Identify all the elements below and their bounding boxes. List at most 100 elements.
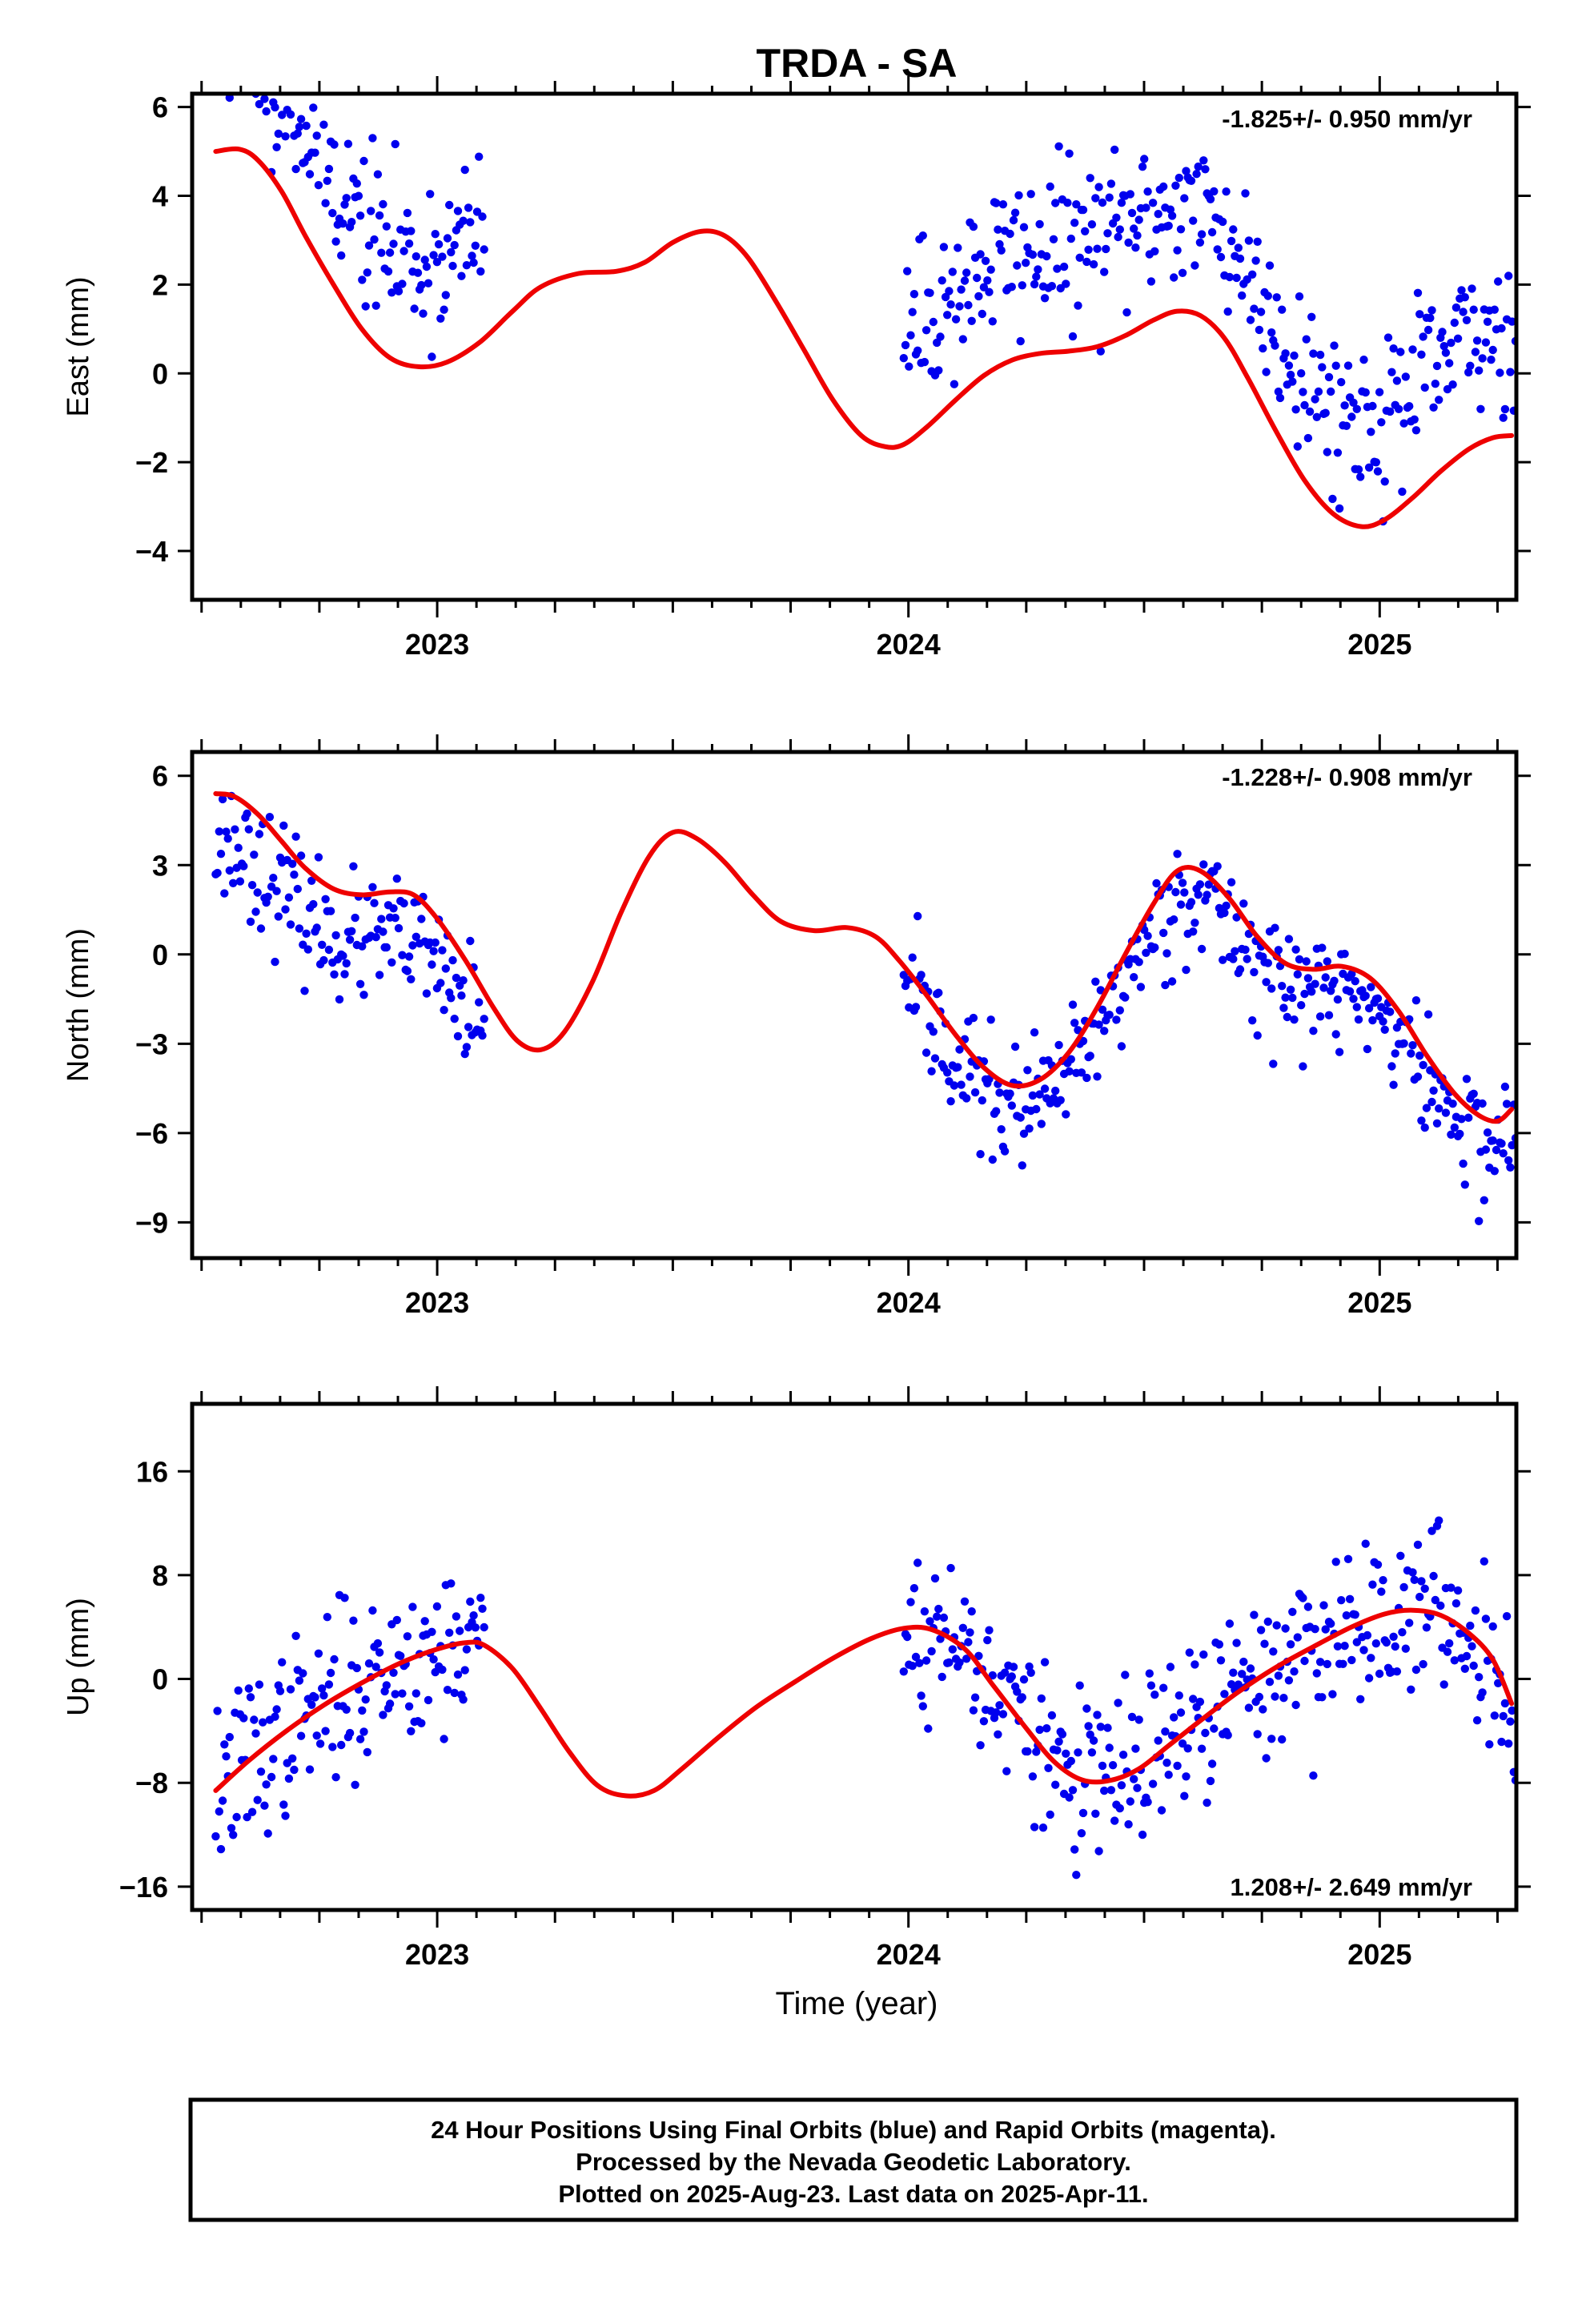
up-point bbox=[1040, 1658, 1050, 1667]
up-point bbox=[1321, 1625, 1330, 1634]
north-point bbox=[1407, 1049, 1415, 1058]
east-point bbox=[1487, 356, 1496, 364]
up-point bbox=[471, 1623, 480, 1632]
up-point bbox=[363, 1747, 371, 1757]
east-point bbox=[1506, 368, 1515, 376]
north-point bbox=[978, 1096, 987, 1105]
up-point bbox=[211, 1831, 220, 1841]
up-point bbox=[1134, 1715, 1143, 1724]
east-point bbox=[394, 287, 404, 296]
up-point bbox=[379, 1711, 387, 1719]
north-point bbox=[1278, 982, 1287, 991]
east-point bbox=[1494, 277, 1503, 286]
east-point bbox=[219, 21, 227, 29]
north-point bbox=[250, 850, 259, 859]
east-point bbox=[1219, 217, 1227, 227]
up-point bbox=[396, 1651, 405, 1660]
east-point bbox=[1380, 477, 1389, 486]
east-point bbox=[323, 176, 331, 185]
east-point bbox=[239, 31, 247, 39]
north-point bbox=[1180, 888, 1189, 897]
up-point bbox=[382, 1681, 391, 1690]
up-point bbox=[1328, 1690, 1337, 1699]
up-point bbox=[1117, 1781, 1126, 1790]
east-point bbox=[1497, 324, 1506, 333]
east-point bbox=[983, 276, 992, 285]
north-point bbox=[358, 942, 367, 951]
up-point bbox=[1443, 1647, 1452, 1656]
east-point bbox=[997, 246, 1006, 255]
north-point bbox=[253, 888, 262, 897]
east-point bbox=[1462, 316, 1472, 324]
up-point bbox=[1401, 1644, 1411, 1653]
east-point bbox=[899, 354, 909, 363]
up-point bbox=[1475, 1673, 1484, 1682]
north-point bbox=[908, 953, 917, 962]
north-point bbox=[296, 851, 306, 860]
east-point bbox=[352, 179, 361, 188]
east-point bbox=[951, 315, 961, 324]
east-point bbox=[480, 245, 488, 254]
north-point bbox=[1142, 948, 1150, 958]
east-point bbox=[1356, 472, 1365, 481]
north-point bbox=[392, 875, 401, 883]
up-point bbox=[1396, 1551, 1405, 1561]
north-point bbox=[946, 1097, 955, 1106]
east-point bbox=[939, 243, 949, 251]
up-point bbox=[1281, 1624, 1290, 1633]
east-point bbox=[954, 243, 962, 252]
east-point bbox=[438, 252, 447, 261]
up-point bbox=[1250, 1610, 1259, 1619]
up-point bbox=[1411, 1665, 1421, 1675]
up-point bbox=[1220, 1690, 1229, 1699]
up-point bbox=[933, 1612, 942, 1621]
north-point bbox=[342, 959, 351, 968]
up-point bbox=[1439, 1680, 1448, 1689]
north-y-tick-label: 0 bbox=[152, 939, 168, 971]
up-point bbox=[1309, 1771, 1318, 1780]
up-point bbox=[1497, 1737, 1506, 1747]
east-point bbox=[1130, 224, 1138, 233]
up-point bbox=[368, 1606, 377, 1615]
north-trend-line bbox=[213, 791, 1515, 1124]
up-point bbox=[1070, 1845, 1079, 1854]
up-point bbox=[1058, 1730, 1067, 1739]
north-point bbox=[1399, 1039, 1408, 1048]
east-point bbox=[1410, 415, 1419, 424]
east-point bbox=[1312, 412, 1322, 421]
north-point bbox=[1483, 1128, 1492, 1137]
north-point bbox=[307, 876, 316, 886]
east-point bbox=[918, 231, 928, 240]
east-point bbox=[1010, 208, 1020, 217]
up-point bbox=[1447, 1583, 1456, 1592]
up-point bbox=[1481, 1614, 1491, 1623]
east-point bbox=[1286, 370, 1295, 380]
east-point bbox=[211, 52, 219, 60]
east-point bbox=[1323, 448, 1332, 456]
north-point bbox=[1094, 1020, 1103, 1029]
up-point bbox=[1345, 1594, 1355, 1604]
east-point bbox=[1084, 245, 1093, 254]
north-point bbox=[448, 955, 457, 965]
east-point bbox=[434, 239, 444, 249]
east-point bbox=[967, 316, 976, 325]
east-point bbox=[1093, 244, 1102, 253]
east-point bbox=[1432, 361, 1442, 371]
north-point bbox=[1243, 955, 1251, 963]
east-point bbox=[903, 267, 912, 275]
east-point bbox=[1483, 317, 1492, 326]
north-point bbox=[1018, 1161, 1027, 1170]
east-point bbox=[302, 121, 311, 131]
up-point bbox=[1106, 1786, 1116, 1795]
up-point bbox=[466, 1597, 475, 1606]
up-point bbox=[1327, 1619, 1335, 1628]
up-point bbox=[1471, 1606, 1480, 1615]
up-point bbox=[958, 1623, 968, 1633]
east-point bbox=[419, 309, 428, 318]
east-point bbox=[245, 34, 253, 42]
up-point bbox=[420, 1617, 429, 1626]
up-point bbox=[1435, 1516, 1443, 1525]
east-point bbox=[1117, 199, 1126, 207]
east-point bbox=[367, 207, 375, 215]
up-point bbox=[1361, 1539, 1370, 1548]
